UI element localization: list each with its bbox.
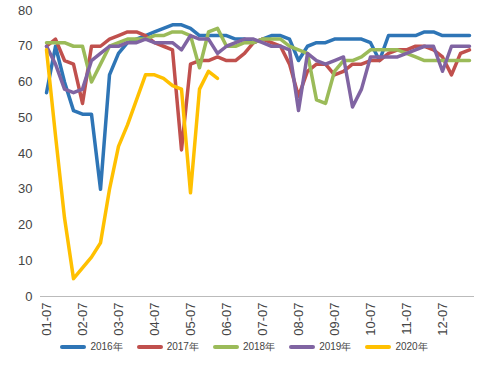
svg-text:40: 40 — [18, 146, 32, 161]
svg-text:09-07: 09-07 — [327, 303, 342, 336]
svg-text:30: 30 — [18, 181, 32, 196]
svg-text:01-07: 01-07 — [39, 303, 54, 336]
svg-text:05-07: 05-07 — [183, 303, 198, 336]
svg-text:10-07: 10-07 — [363, 303, 378, 336]
svg-text:02-07: 02-07 — [75, 303, 90, 336]
svg-text:12-07: 12-07 — [435, 303, 450, 336]
svg-text:20: 20 — [18, 217, 32, 232]
svg-text:70: 70 — [18, 38, 32, 53]
html-text:2019年: 2019年 — [319, 341, 352, 352]
svg-text:08-07: 08-07 — [291, 303, 306, 336]
svg-text:04-07: 04-07 — [147, 303, 162, 336]
svg-text:0: 0 — [25, 289, 32, 304]
svg-text:11-07: 11-07 — [399, 303, 414, 335]
svg-text:80: 80 — [18, 3, 32, 18]
html-text:2017年: 2017年 — [166, 341, 199, 352]
html-text:2018年: 2018年 — [242, 341, 276, 352]
svg-text:06-07: 06-07 — [219, 303, 234, 336]
html-text:2020年: 2020年 — [395, 341, 428, 352]
html-text:2016年: 2016年 — [90, 341, 123, 352]
svg-text:03-07: 03-07 — [111, 303, 126, 336]
svg-text:60: 60 — [18, 74, 32, 89]
svg-text:10: 10 — [18, 253, 32, 268]
svg-text:07-07: 07-07 — [255, 303, 270, 336]
svg-text:50: 50 — [18, 110, 32, 125]
